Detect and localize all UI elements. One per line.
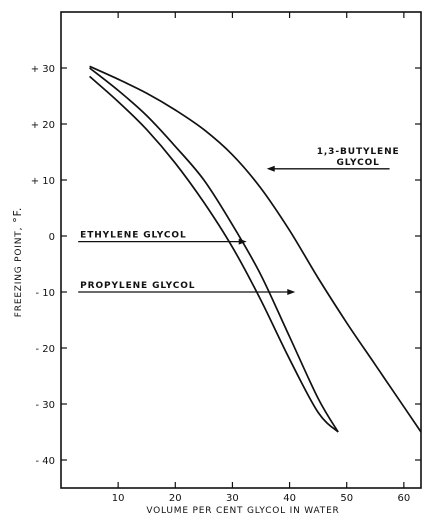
- plot-frame: [60, 11, 422, 489]
- annotation-label: ETHYLENE GLYCOL: [80, 231, 186, 241]
- annotation-propylene-glycol: PROPYLENE GLYCOL: [78, 281, 296, 295]
- y-tick-label: - 40: [35, 456, 55, 467]
- annotation-arrowhead: [266, 165, 275, 172]
- y-tick-label: 0: [49, 232, 55, 243]
- x-tick-label: 50: [340, 493, 353, 504]
- y-axis-title: FREEZING POINT, °F.: [11, 207, 24, 317]
- annotation-label: PROPYLENE GLYCOL: [80, 281, 195, 291]
- y-axis-ticks: + 30 + 20 + 10 0 - 10 - 20 - 30 - 40: [31, 64, 421, 467]
- y-tick-label: - 10: [35, 288, 55, 299]
- annotation-label: GLYCOL: [336, 158, 379, 168]
- x-tick-label: 10: [112, 493, 125, 504]
- curves: [89, 65, 422, 433]
- annotation-label: 1,3-BUTYLENE: [317, 147, 400, 157]
- y-axis-title-unit: °F.: [11, 207, 24, 223]
- x-tick-label: 40: [283, 493, 296, 504]
- curve-1-3-butylene-glycol: [89, 65, 422, 433]
- y-tick-label: - 20: [35, 344, 55, 355]
- y-tick-label: - 30: [35, 400, 55, 411]
- x-tick-label: 30: [226, 493, 239, 504]
- x-tick-label: 20: [169, 493, 182, 504]
- x-axis-ticks: 10 20 30 40 50 60: [112, 12, 410, 504]
- annotation-ethylene-glycol: ETHYLENE GLYCOL: [78, 231, 247, 245]
- y-tick-label: + 20: [31, 120, 55, 131]
- x-tick-label: 60: [397, 493, 410, 504]
- x-axis-title: VOLUME PER CENT GLYCOL IN WATER: [146, 506, 339, 516]
- y-axis-title-main: FREEZING POINT,: [14, 227, 24, 317]
- annotation-arrowhead: [238, 238, 247, 245]
- curve-propylene-glycol: [89, 75, 339, 433]
- y-tick-label: + 30: [31, 64, 55, 75]
- annotation-arrowhead: [287, 289, 296, 295]
- curve-ethylene-glycol: [89, 67, 339, 433]
- y-tick-label: + 10: [31, 176, 55, 187]
